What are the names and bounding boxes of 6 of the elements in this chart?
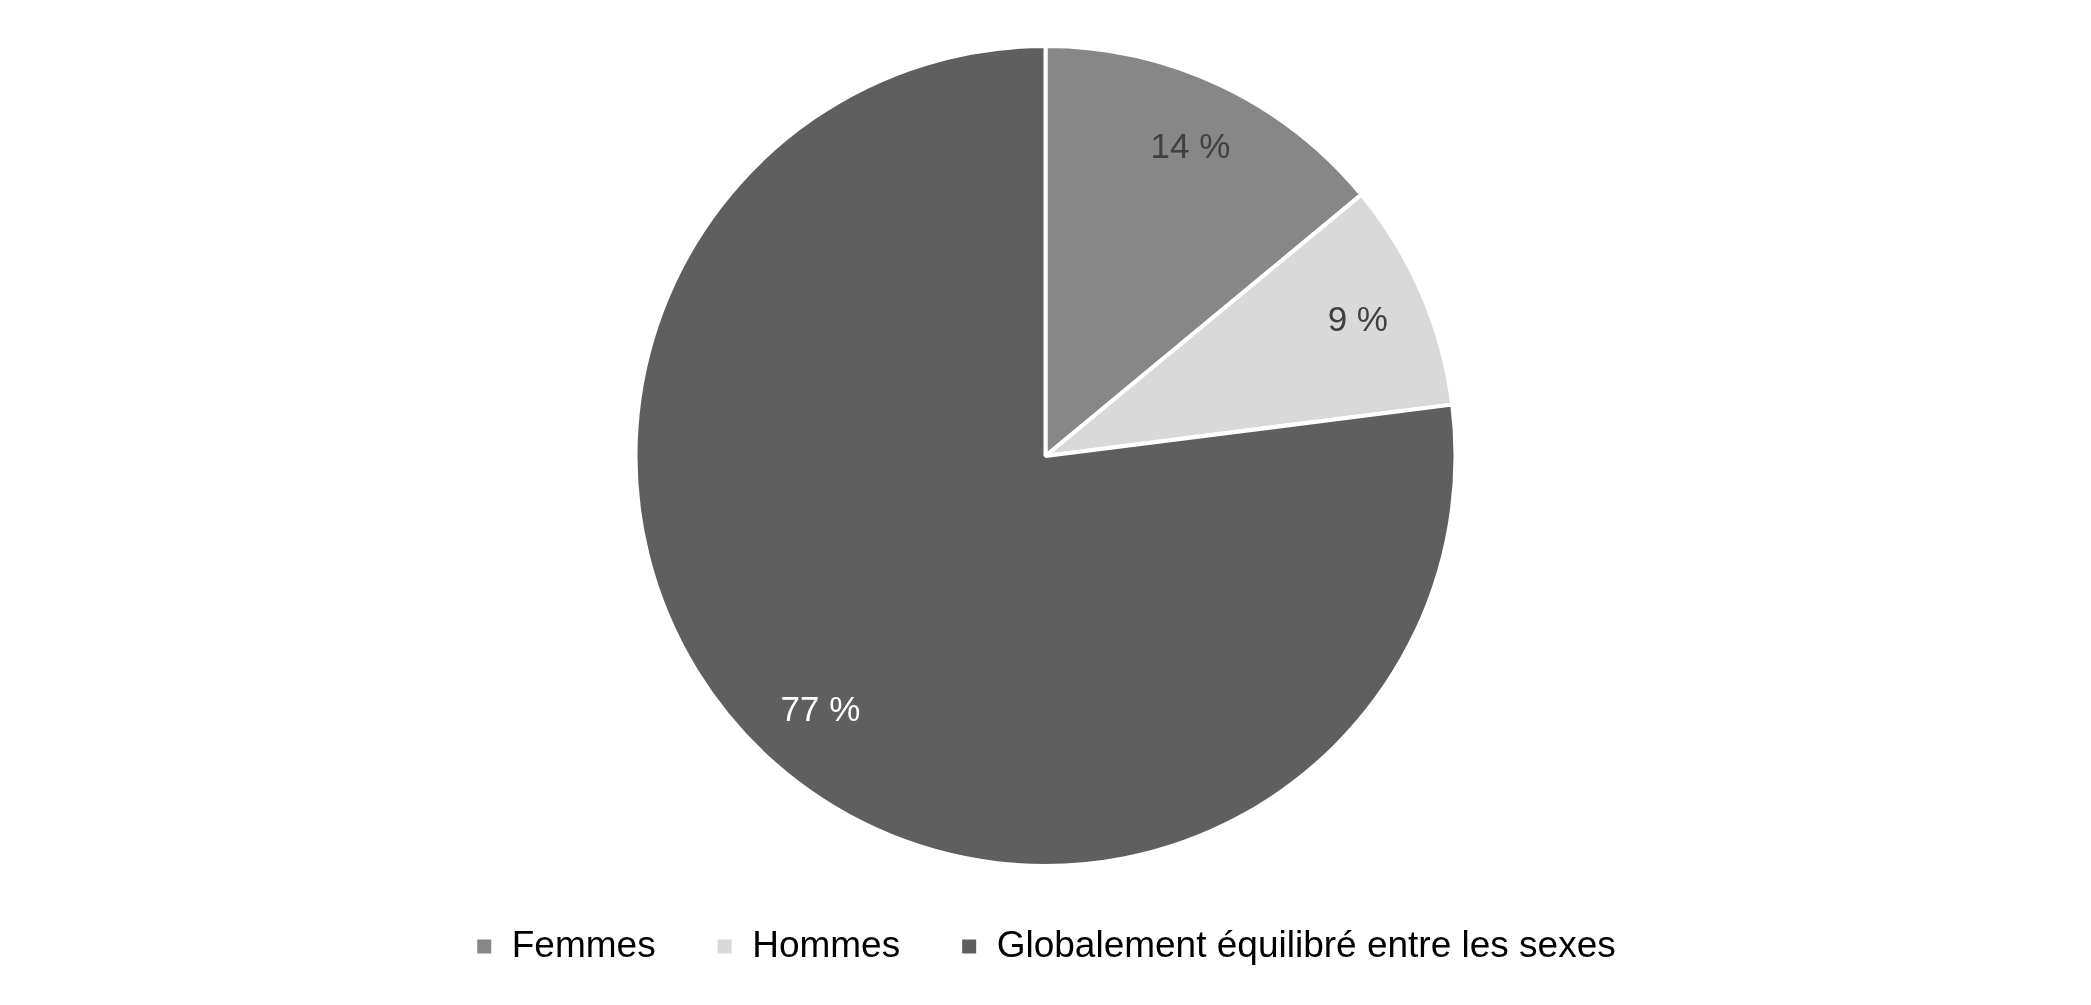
legend-label: Globalement équilibré entre les sexes bbox=[996, 923, 1616, 965]
data-label: 14 % bbox=[1150, 125, 1231, 165]
legend-label: Femmes bbox=[511, 923, 656, 965]
data-label: 9 % bbox=[1327, 298, 1388, 338]
data-label: 77 % bbox=[780, 688, 861, 728]
legend-label: Hommes bbox=[752, 923, 901, 965]
